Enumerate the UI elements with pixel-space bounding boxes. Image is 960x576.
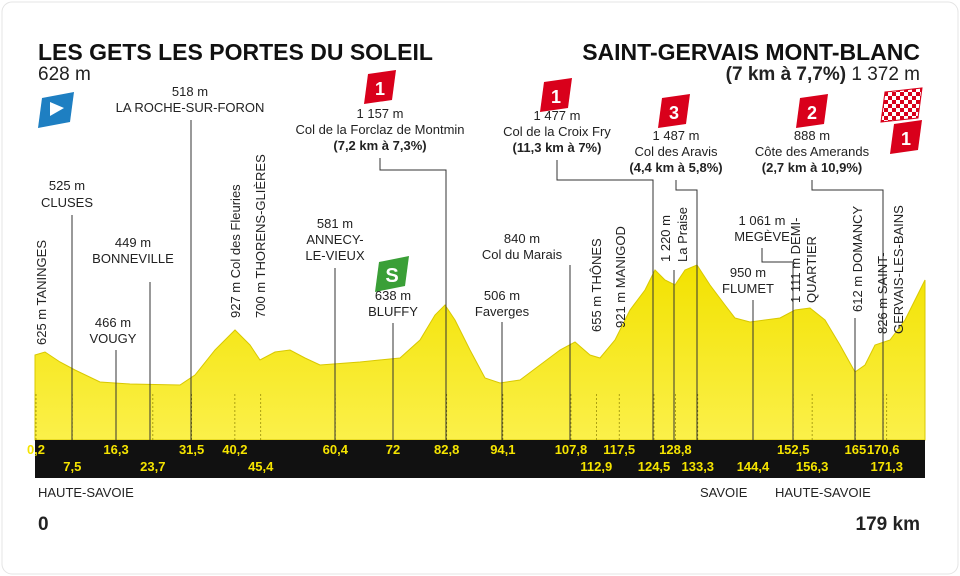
- climb-text: (11,3 km à 7%): [513, 140, 602, 155]
- climb-text: Col des Aravis: [634, 144, 718, 159]
- km-label: 171,3: [870, 459, 903, 474]
- km-label: 60,4: [323, 442, 349, 457]
- point-label: 638 m: [375, 288, 411, 303]
- km-label: 94,1: [490, 442, 515, 457]
- point-label: 1 111 m DEMI-: [788, 218, 803, 303]
- km-label: 156,3: [796, 459, 829, 474]
- km-label: 0,2: [27, 442, 45, 457]
- km-label: 152,5: [777, 442, 810, 457]
- climb-text: 1 157 m: [357, 106, 404, 121]
- km-label: 40,2: [222, 442, 247, 457]
- region-label: HAUTE-SAVOIE: [775, 485, 871, 500]
- climb-badge: 2: [796, 94, 828, 128]
- climb-text: (4,4 km à 5,8%): [629, 160, 722, 175]
- point-label: VOUGY: [90, 331, 137, 346]
- point-label: 921 m MANIGOD: [613, 226, 628, 328]
- finish-climb: (7 km à 7,7%): [726, 64, 846, 85]
- region-label: SAVOIE: [700, 485, 748, 500]
- km-label: 112,9: [580, 459, 612, 474]
- region-label: HAUTE-SAVOIE: [38, 485, 134, 500]
- climb-text: Col de la Forclaz de Montmin: [295, 122, 464, 137]
- km-label: 133,3: [682, 459, 715, 474]
- km-label: 31,5: [179, 442, 204, 457]
- climb-badge: 3: [658, 94, 690, 128]
- climb-badge: 1: [364, 70, 396, 104]
- climb-badge: 1: [540, 78, 572, 112]
- point-label: 840 m: [504, 231, 540, 246]
- point-label: 625 m TANINGES: [34, 240, 49, 345]
- climb-text: Col de la Croix Fry: [503, 124, 611, 139]
- point-label: QUARTIER: [804, 236, 819, 303]
- km-label: 165: [845, 442, 867, 457]
- km-label: 117,5: [603, 442, 635, 457]
- finish-flag: [880, 87, 923, 123]
- point-label: 1 061 m: [739, 213, 786, 228]
- finish-elevation: 1 372 m: [851, 64, 920, 85]
- point-label: 612 m DOMANCY: [850, 205, 865, 312]
- leader-lines: [71, 120, 884, 440]
- km-label: 128,8: [659, 442, 692, 457]
- km-label: 16,3: [103, 442, 128, 457]
- point-label: Col du Marais: [482, 247, 563, 262]
- sprint-label: S: [385, 265, 398, 287]
- point-label: La Praise: [675, 207, 690, 262]
- finish-name: SAINT-GERVAIS MONT-BLANC: [582, 39, 920, 65]
- point-label: CLUSES: [41, 195, 93, 210]
- climb-category: 1: [901, 129, 911, 149]
- km-label: 72: [386, 442, 400, 457]
- km-label: 82,8: [434, 442, 459, 457]
- start-elevation: 628 m: [38, 64, 91, 85]
- point-label: 581 m: [317, 216, 353, 231]
- point-label: 466 m: [95, 315, 131, 330]
- point-label: 1 220 m: [658, 215, 673, 262]
- climb-category: 2: [807, 103, 817, 123]
- point-label: BLUFFY: [368, 304, 418, 319]
- climb-badge: 1: [890, 120, 922, 154]
- point-label: 700 m THORENS-GLIÈRES: [253, 154, 268, 318]
- point-label: 655 m THÔNES: [589, 238, 604, 332]
- start-arrow: [50, 102, 64, 116]
- climb-text: 1 487 m: [653, 128, 700, 143]
- sprint-badge: [375, 256, 409, 292]
- km-band: [35, 440, 925, 478]
- point-label: 525 m: [49, 178, 85, 193]
- climb-text: (7,2 km à 7,3%): [333, 138, 426, 153]
- climb-text: Côte des Amerands: [755, 144, 870, 159]
- distance-start: 0: [38, 514, 49, 535]
- point-label: GERVAIS-LES-BAINS: [891, 205, 906, 334]
- point-label: BONNEVILLE: [92, 251, 174, 266]
- point-label: FLUMET: [722, 281, 774, 296]
- km-label: 45,4: [248, 459, 274, 474]
- km-label: 7,5: [63, 459, 81, 474]
- point-label: 449 m: [115, 235, 151, 250]
- km-label: 170,6: [867, 442, 900, 457]
- distance-end: 179 km: [856, 514, 920, 535]
- climb-text: (2,7 km à 10,9%): [762, 160, 862, 175]
- point-label: LE-VIEUX: [305, 248, 365, 263]
- point-label: 927 m Col des Fleuries: [228, 184, 243, 318]
- km-label: 107,8: [555, 442, 588, 457]
- km-label: 124,5: [638, 459, 671, 474]
- climb-category: 1: [551, 87, 561, 107]
- climb-text: 888 m: [794, 128, 830, 143]
- km-label: 23,7: [140, 459, 165, 474]
- point-label: 826 m SAINT-: [875, 252, 890, 334]
- climb-category: 1: [375, 79, 385, 99]
- point-label: 950 m: [730, 265, 766, 280]
- point-label: MEGÈVE: [734, 229, 790, 244]
- point-label: 506 m: [484, 288, 520, 303]
- finish-info: (7 km à 7,7%) 1 372 m: [726, 64, 920, 85]
- point-label: ANNECY-: [306, 232, 363, 247]
- climb-category: 3: [669, 103, 679, 123]
- start-name: LES GETS LES PORTES DU SOLEIL: [38, 39, 433, 65]
- point-label: 518 m: [172, 84, 208, 99]
- elevation-profile: [34, 264, 926, 441]
- point-label: LA ROCHE-SUR-FORON: [116, 100, 265, 115]
- point-label: Faverges: [475, 304, 530, 319]
- climb-text: 1 477 m: [534, 108, 581, 123]
- km-label: 144,4: [737, 459, 770, 474]
